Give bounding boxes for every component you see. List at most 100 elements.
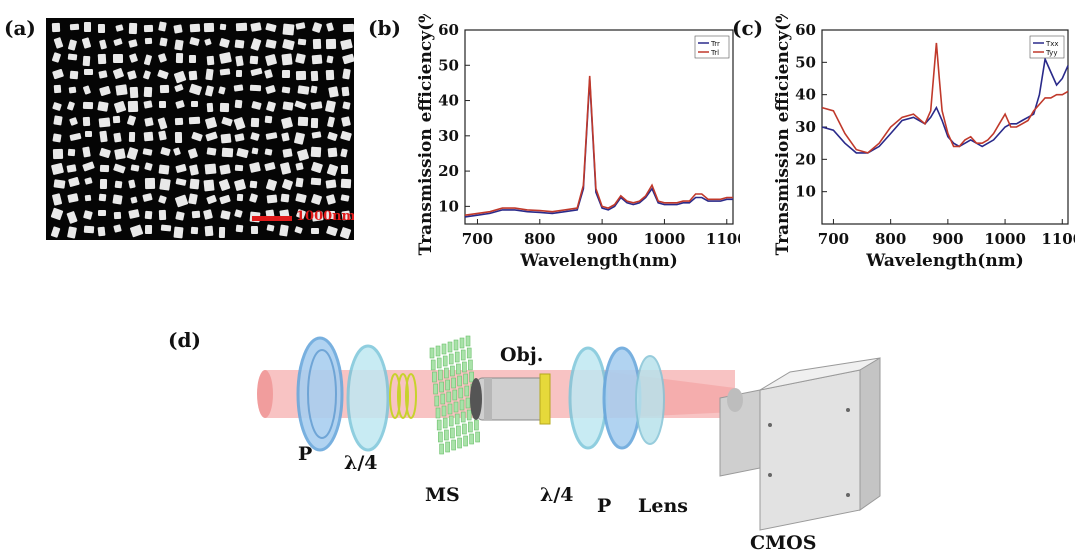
- chart-c: 700 800 900 1000 1100 10 20 30 40 50 60 Wavelength(…: [773, 14, 1075, 271]
- nanopillar: [189, 178, 199, 191]
- nanopillar: [310, 70, 319, 81]
- nanopillar: [143, 86, 152, 97]
- metasurface-pillar: [439, 381, 444, 393]
- metasurface-pillar: [468, 421, 473, 433]
- nanopillar: [144, 117, 154, 127]
- nanopillar: [340, 178, 352, 188]
- nanopillar: [282, 23, 294, 36]
- y-tick-label: 30: [438, 127, 459, 145]
- metasurface-pillar: [434, 395, 440, 407]
- nanopillar: [173, 39, 184, 51]
- nanopillar: [341, 86, 350, 97]
- metasurface-pillar: [430, 359, 436, 371]
- y-axis-label: Transmission efficiency(%): [416, 14, 436, 255]
- nanopillar: [281, 116, 293, 129]
- nanopillar: [160, 146, 172, 156]
- nanopillar: [128, 23, 137, 35]
- metasurface-pillar: [468, 359, 473, 371]
- x-tick-label: 700: [462, 230, 493, 248]
- metasurface-pillar: [463, 373, 468, 385]
- nanopillar: [51, 193, 62, 206]
- focusing-lens: [635, 355, 665, 445]
- nanopillar: [311, 177, 322, 186]
- nanopillar: [325, 70, 335, 81]
- nanopillar: [264, 148, 273, 156]
- nanopillar: [249, 55, 259, 64]
- y-tick-label: 10: [438, 197, 459, 215]
- nanopillar: [157, 53, 167, 64]
- nanopillar: [341, 165, 349, 175]
- y-tick-label: 50: [438, 56, 459, 74]
- nanopillar: [159, 178, 171, 191]
- nanopillar: [281, 132, 290, 142]
- nanopillar: [327, 131, 339, 141]
- nanopillar: [281, 85, 291, 94]
- nanopillar: [327, 116, 336, 128]
- nanopillar: [67, 177, 80, 188]
- nanopillar: [53, 178, 66, 189]
- nanopillar: [53, 84, 62, 94]
- nanopillar: [249, 193, 259, 204]
- nanopillar: [296, 70, 307, 81]
- waveplate-left: [346, 344, 390, 452]
- metasurface-pillar: [460, 411, 466, 423]
- label-objective: Obj.: [500, 344, 544, 366]
- nanopillar: [52, 22, 61, 32]
- series-line-trr: [464, 79, 733, 218]
- series-line-tyy: [821, 42, 1069, 154]
- metasurface-pillar: [458, 387, 464, 399]
- label-cmos: CMOS: [750, 532, 817, 554]
- nanopillar: [112, 115, 121, 123]
- nanopillar: [294, 132, 306, 145]
- nanopillar: [281, 53, 292, 66]
- metasurface-pillar: [452, 389, 458, 401]
- nanopillar: [310, 146, 322, 158]
- y-tick-label: 40: [438, 92, 459, 110]
- nanopillar: [98, 69, 108, 79]
- nanopillar: [264, 116, 273, 124]
- x-tick-label: 800: [875, 230, 906, 248]
- nanopillar: [144, 224, 152, 234]
- nanopillar: [82, 85, 92, 96]
- nanopillar: [249, 131, 260, 141]
- nanopillar: [144, 178, 155, 190]
- metasurface-pillar: [456, 425, 461, 437]
- nanopillar: [340, 130, 353, 141]
- y-tick-label: 50: [795, 53, 816, 71]
- nanopillar: [234, 84, 245, 92]
- nanopillar: [66, 211, 78, 224]
- plot-frame: [464, 29, 734, 225]
- nanopillar: [220, 209, 231, 220]
- nanopillar: [218, 194, 231, 205]
- legend-entry: Tyy: [1045, 49, 1057, 57]
- nanopillar: [51, 52, 62, 63]
- nanopillar: [295, 177, 304, 188]
- metasurface-pillar: [432, 371, 437, 383]
- nanopillar: [233, 209, 243, 219]
- nanopillar: [234, 164, 244, 172]
- y-tick-label: 40: [795, 86, 816, 104]
- nanopillar: [310, 227, 319, 234]
- nanopillar: [176, 53, 183, 64]
- nanopillar: [282, 148, 293, 158]
- nanopillar: [310, 101, 322, 111]
- nanopillar: [220, 23, 228, 31]
- nanopillar: [99, 147, 112, 159]
- metasurface-pillar: [459, 399, 465, 411]
- nanopillar: [204, 22, 215, 33]
- metasurface-pillar: [436, 357, 442, 369]
- x-tick-label: 800: [524, 230, 555, 248]
- nanopillar: [82, 116, 90, 126]
- nanopillar: [189, 23, 201, 33]
- nanopillar: [325, 179, 337, 190]
- metasurface-pillar: [442, 355, 448, 367]
- nanopillar: [324, 99, 337, 113]
- nanopillar: [297, 85, 310, 95]
- metasurface-pillar: [436, 419, 442, 431]
- nanopillar: [325, 38, 337, 49]
- nanopillar: [294, 53, 306, 65]
- y-axis-label: Transmission efficiency(%): [773, 14, 793, 255]
- nanopillar: [113, 163, 126, 174]
- nanopillar: [204, 225, 215, 237]
- y-tick-label: 20: [438, 162, 459, 180]
